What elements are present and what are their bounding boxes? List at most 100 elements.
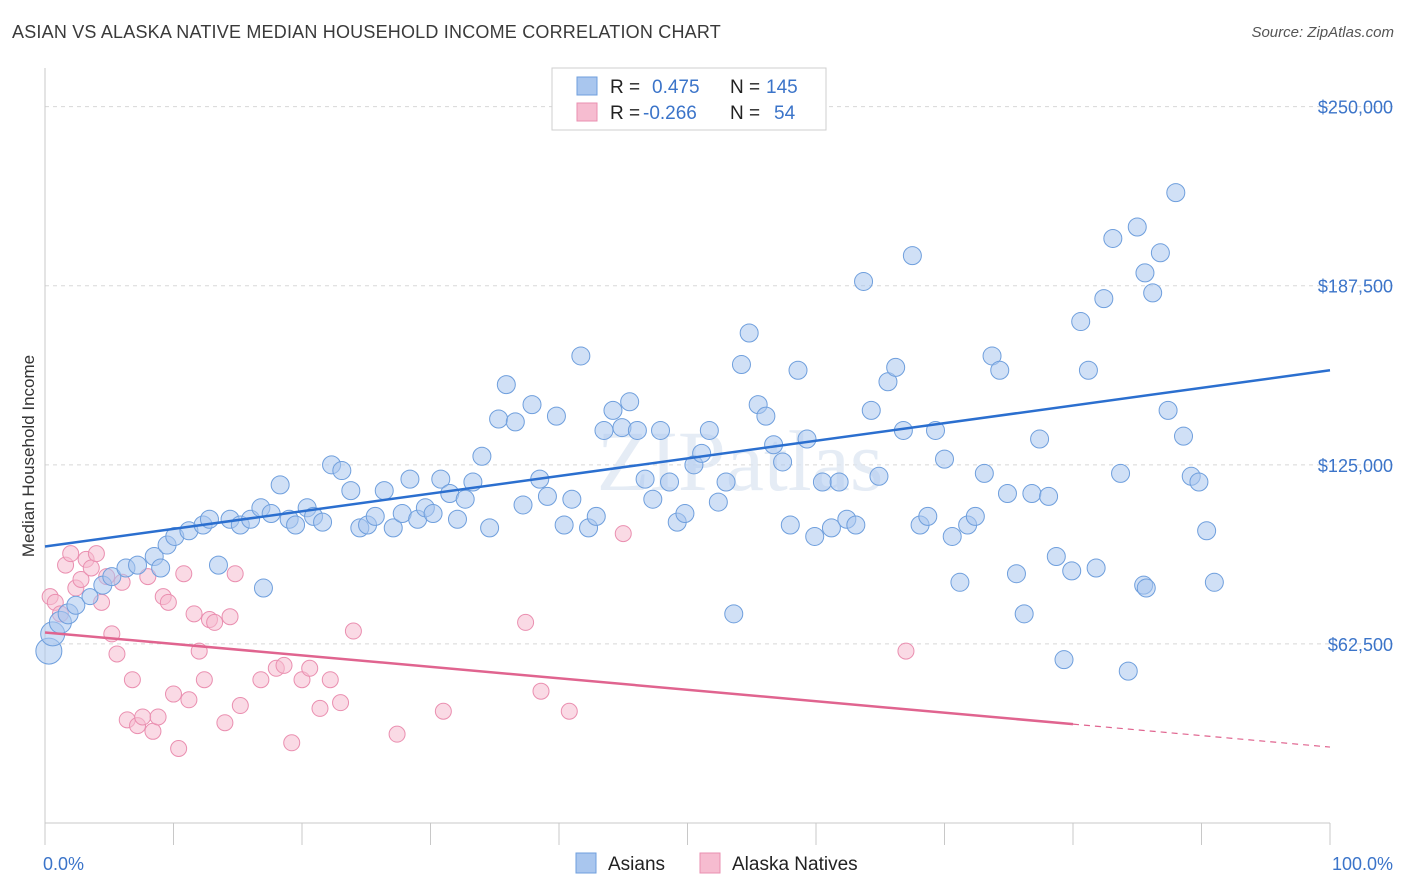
y-tick-label: $250,000 [1318, 98, 1393, 118]
asian-point [81, 588, 99, 606]
asian-point [1204, 572, 1224, 592]
asian-point [1111, 463, 1131, 483]
y-tick-label: $187,500 [1318, 277, 1393, 297]
asian-point [805, 526, 825, 546]
asian-point [627, 420, 647, 440]
asian-point [829, 472, 849, 492]
asian-point [496, 375, 516, 395]
asians-points [35, 183, 1224, 681]
asian-point [489, 409, 509, 429]
asian-point [1150, 243, 1170, 263]
asian-point [692, 443, 712, 463]
asian-point [1071, 312, 1091, 332]
asian-point [208, 555, 228, 575]
alaska-native-point [332, 694, 350, 712]
asian-point [151, 558, 171, 578]
asian-point [797, 429, 817, 449]
legend-box: R = 0.475 N = 145 R = -0.266 N = 54 [551, 67, 827, 131]
asian-point [731, 355, 751, 375]
asian-point [1062, 561, 1082, 581]
asian-point [861, 400, 881, 420]
asian-point [423, 504, 443, 524]
asian-point [1103, 228, 1123, 248]
asian-point [612, 418, 632, 438]
asians-trendline [44, 369, 1331, 548]
x-tick-labels: 0.0% 100.0% [43, 854, 1393, 874]
legend-r-label: R = [610, 77, 640, 98]
asian-point [620, 392, 640, 412]
asian-point [1166, 183, 1186, 203]
asian-point [1022, 483, 1042, 503]
asian-point [66, 595, 86, 615]
asian-point [869, 466, 889, 486]
alaska-native-point [283, 734, 301, 752]
y-tick-label: $62,500 [1328, 635, 1393, 655]
asian-point [812, 472, 832, 492]
asian-point [739, 323, 759, 343]
asian-point [270, 475, 290, 495]
asian-point [1127, 217, 1147, 237]
alaska-native-point [216, 714, 234, 732]
asian-point [1086, 558, 1106, 578]
alaska-native-point [388, 725, 406, 743]
alaska-native-point [185, 605, 203, 623]
alaska-native-point [159, 593, 177, 611]
asian-point [1143, 283, 1163, 303]
asian-point [902, 246, 922, 266]
asian-point [1046, 547, 1066, 567]
alaska-native-point [82, 559, 100, 577]
bottom-legend-swatch-asians [575, 852, 597, 874]
asian-point [660, 472, 680, 492]
asian-point [675, 504, 695, 524]
asian-point [773, 452, 793, 472]
legend-r-value: 0.475 [652, 77, 700, 98]
legend-n-value: 145 [766, 77, 798, 98]
asian-point [480, 518, 500, 538]
asian-point [522, 395, 542, 415]
asian-point [341, 481, 361, 501]
asian-point [505, 412, 525, 432]
legend-n-value: 54 [774, 103, 796, 124]
asian-point [586, 506, 606, 526]
asian-point [1158, 400, 1178, 420]
asian-point [1078, 360, 1098, 380]
alaska-native-point [434, 702, 452, 720]
alaska-native-point [231, 697, 249, 715]
alaska-natives-trendline [44, 631, 1074, 726]
alaska-native-point [252, 671, 270, 689]
y-axis-label: Median Household Income [19, 355, 38, 557]
asian-point [651, 420, 671, 440]
alaska-native-point [108, 645, 126, 663]
bottom-legend-alaska-natives: Alaska Natives [732, 854, 858, 875]
y-tick-label: $125,000 [1318, 456, 1393, 476]
x-tick-label: 100.0% [1332, 854, 1393, 874]
asian-point [1094, 289, 1114, 309]
alaska-native-point [149, 708, 167, 726]
axes [44, 68, 1331, 845]
alaska-native-point [221, 608, 239, 626]
legend-swatch-asians [576, 76, 598, 96]
asian-point [603, 400, 623, 420]
alaska-native-point [180, 691, 198, 709]
alaska-native-point [321, 671, 339, 689]
alaska-native-point [175, 565, 193, 583]
asian-point [1039, 486, 1059, 506]
asian-point [332, 461, 352, 481]
asian-point [854, 271, 874, 291]
alaska-native-point [87, 545, 105, 563]
alaska-native-point [72, 570, 90, 588]
asian-point [950, 572, 970, 592]
alaska-native-point [897, 642, 915, 660]
alaska-native-point [206, 613, 224, 631]
asian-point [724, 604, 744, 624]
asian-point [1189, 472, 1209, 492]
x-tick-label: 0.0% [43, 854, 84, 874]
source-label: Source: ZipAtlas.com [1251, 24, 1394, 41]
asian-point [562, 489, 582, 509]
alaska-native-point [560, 702, 578, 720]
asian-point [447, 509, 467, 529]
asian-point [455, 489, 475, 509]
asian-point [128, 555, 148, 575]
asian-point [935, 449, 954, 469]
legend-n-label: N = [730, 103, 760, 124]
